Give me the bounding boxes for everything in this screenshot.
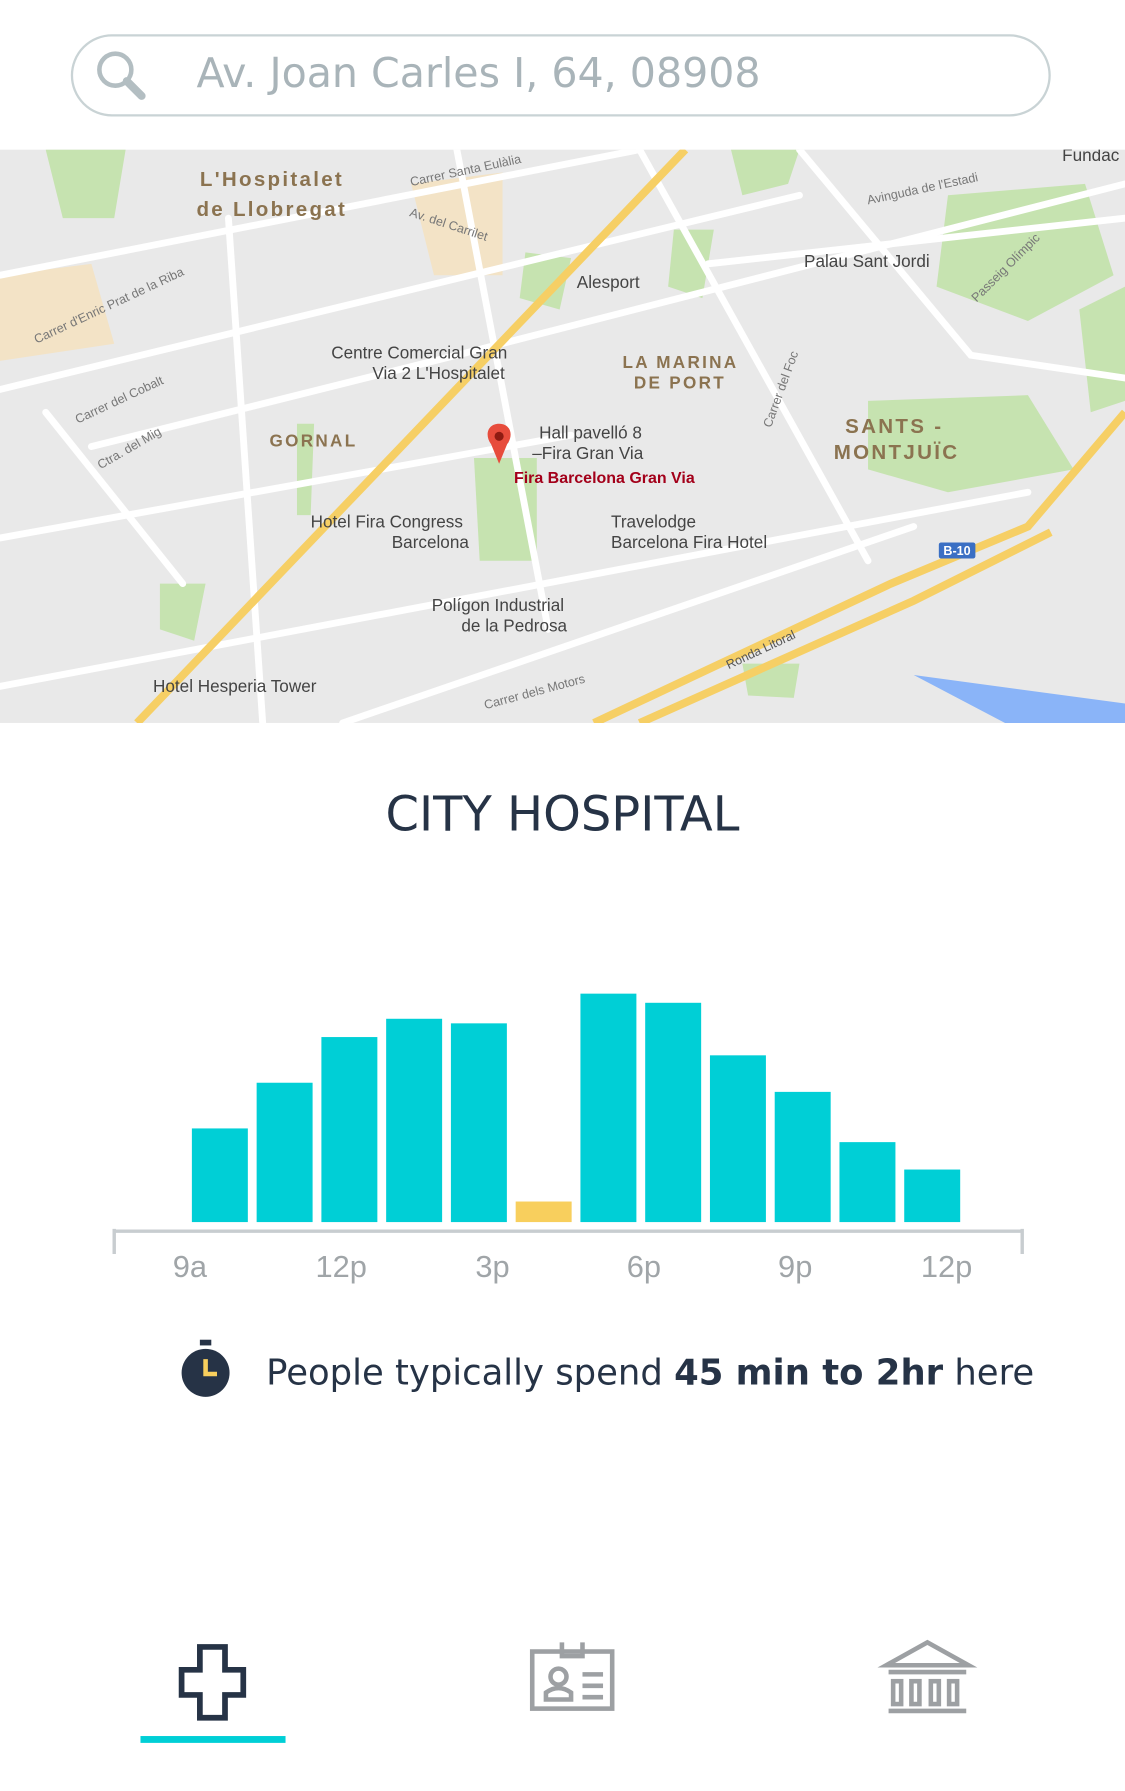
search-box[interactable]: Av. Joan Carles I, 64, 08908 — [70, 34, 1051, 117]
place-title: CITY HOSPITAL — [385, 785, 740, 842]
bar — [450, 1023, 507, 1223]
map-label: SANTS - — [845, 415, 943, 438]
duration-range: 45 min to 2hr — [674, 1352, 944, 1394]
duration-prefix: People typically spend — [266, 1352, 675, 1394]
bar — [256, 1082, 313, 1223]
bar — [580, 993, 637, 1223]
duration-text: People typically spend 45 min to 2hr her… — [181, 1339, 1035, 1397]
map-label: Barcelona — [392, 532, 470, 552]
bar — [645, 1002, 702, 1223]
bar — [839, 1142, 896, 1223]
bottom-nav — [140, 1639, 978, 1743]
map-label: B-10 — [943, 544, 970, 558]
map-label: DE PORT — [634, 372, 726, 392]
x-tick-label: 12p — [921, 1249, 972, 1284]
map-label: GORNAL — [270, 431, 358, 451]
map-label: L'Hospitalet — [200, 168, 344, 191]
bar — [191, 1128, 248, 1223]
x-tick-label: 9p — [778, 1249, 812, 1284]
bar — [709, 1055, 766, 1223]
map-label: Centre Comercial Gran — [331, 343, 507, 363]
tab-bank[interactable] — [877, 1639, 978, 1714]
map-label: Alesport — [577, 272, 640, 292]
map-label: Hotel Fira Congress — [311, 512, 463, 532]
map-label: Travelodge — [611, 512, 696, 532]
search-placeholder: Av. Joan Carles I, 64, 08908 — [196, 50, 761, 98]
x-tick-label: 6p — [627, 1249, 661, 1284]
tab-hospital[interactable] — [140, 1644, 286, 1743]
duration-suffix: here — [943, 1352, 1035, 1394]
map-label: Barcelona Fira Hotel — [611, 532, 767, 552]
bar — [321, 1037, 378, 1223]
bar — [386, 1018, 443, 1223]
popular-times-chart: 9a 12p 3p 6p 9p 12p — [112, 993, 1024, 1284]
map-label: de Llobregat — [196, 198, 347, 221]
map-label: de la Pedrosa — [461, 616, 567, 636]
tab-id[interactable] — [529, 1642, 615, 1711]
bar — [515, 1201, 572, 1223]
map[interactable]: L'Hospitalet de Llobregat Carrer Santa E… — [0, 149, 1125, 723]
map-label: Hall pavelló 8 — [539, 423, 642, 443]
map-label: MONTJUÏC — [834, 441, 960, 464]
clock-icon — [181, 1339, 230, 1397]
map-label: Hotel Hesperia Tower — [153, 676, 317, 696]
map-label: Via 2 L'Hospitalet — [372, 363, 505, 383]
map-label: Fundac — [1062, 150, 1120, 165]
map-label: LA MARINA — [622, 352, 738, 372]
x-tick-label: 3p — [475, 1249, 509, 1284]
bar — [774, 1091, 831, 1223]
search-icon — [97, 51, 146, 100]
map-label: Fira Barcelona Gran Via — [514, 470, 695, 487]
x-tick-label: 9a — [173, 1249, 208, 1284]
map-label: Polígon Industrial — [432, 595, 564, 615]
bar — [904, 1169, 961, 1223]
map-label: –Fira Gran Via — [532, 443, 644, 463]
map-label: Palau Sant Jordi — [804, 251, 930, 271]
x-tick-label: 12p — [315, 1249, 366, 1284]
